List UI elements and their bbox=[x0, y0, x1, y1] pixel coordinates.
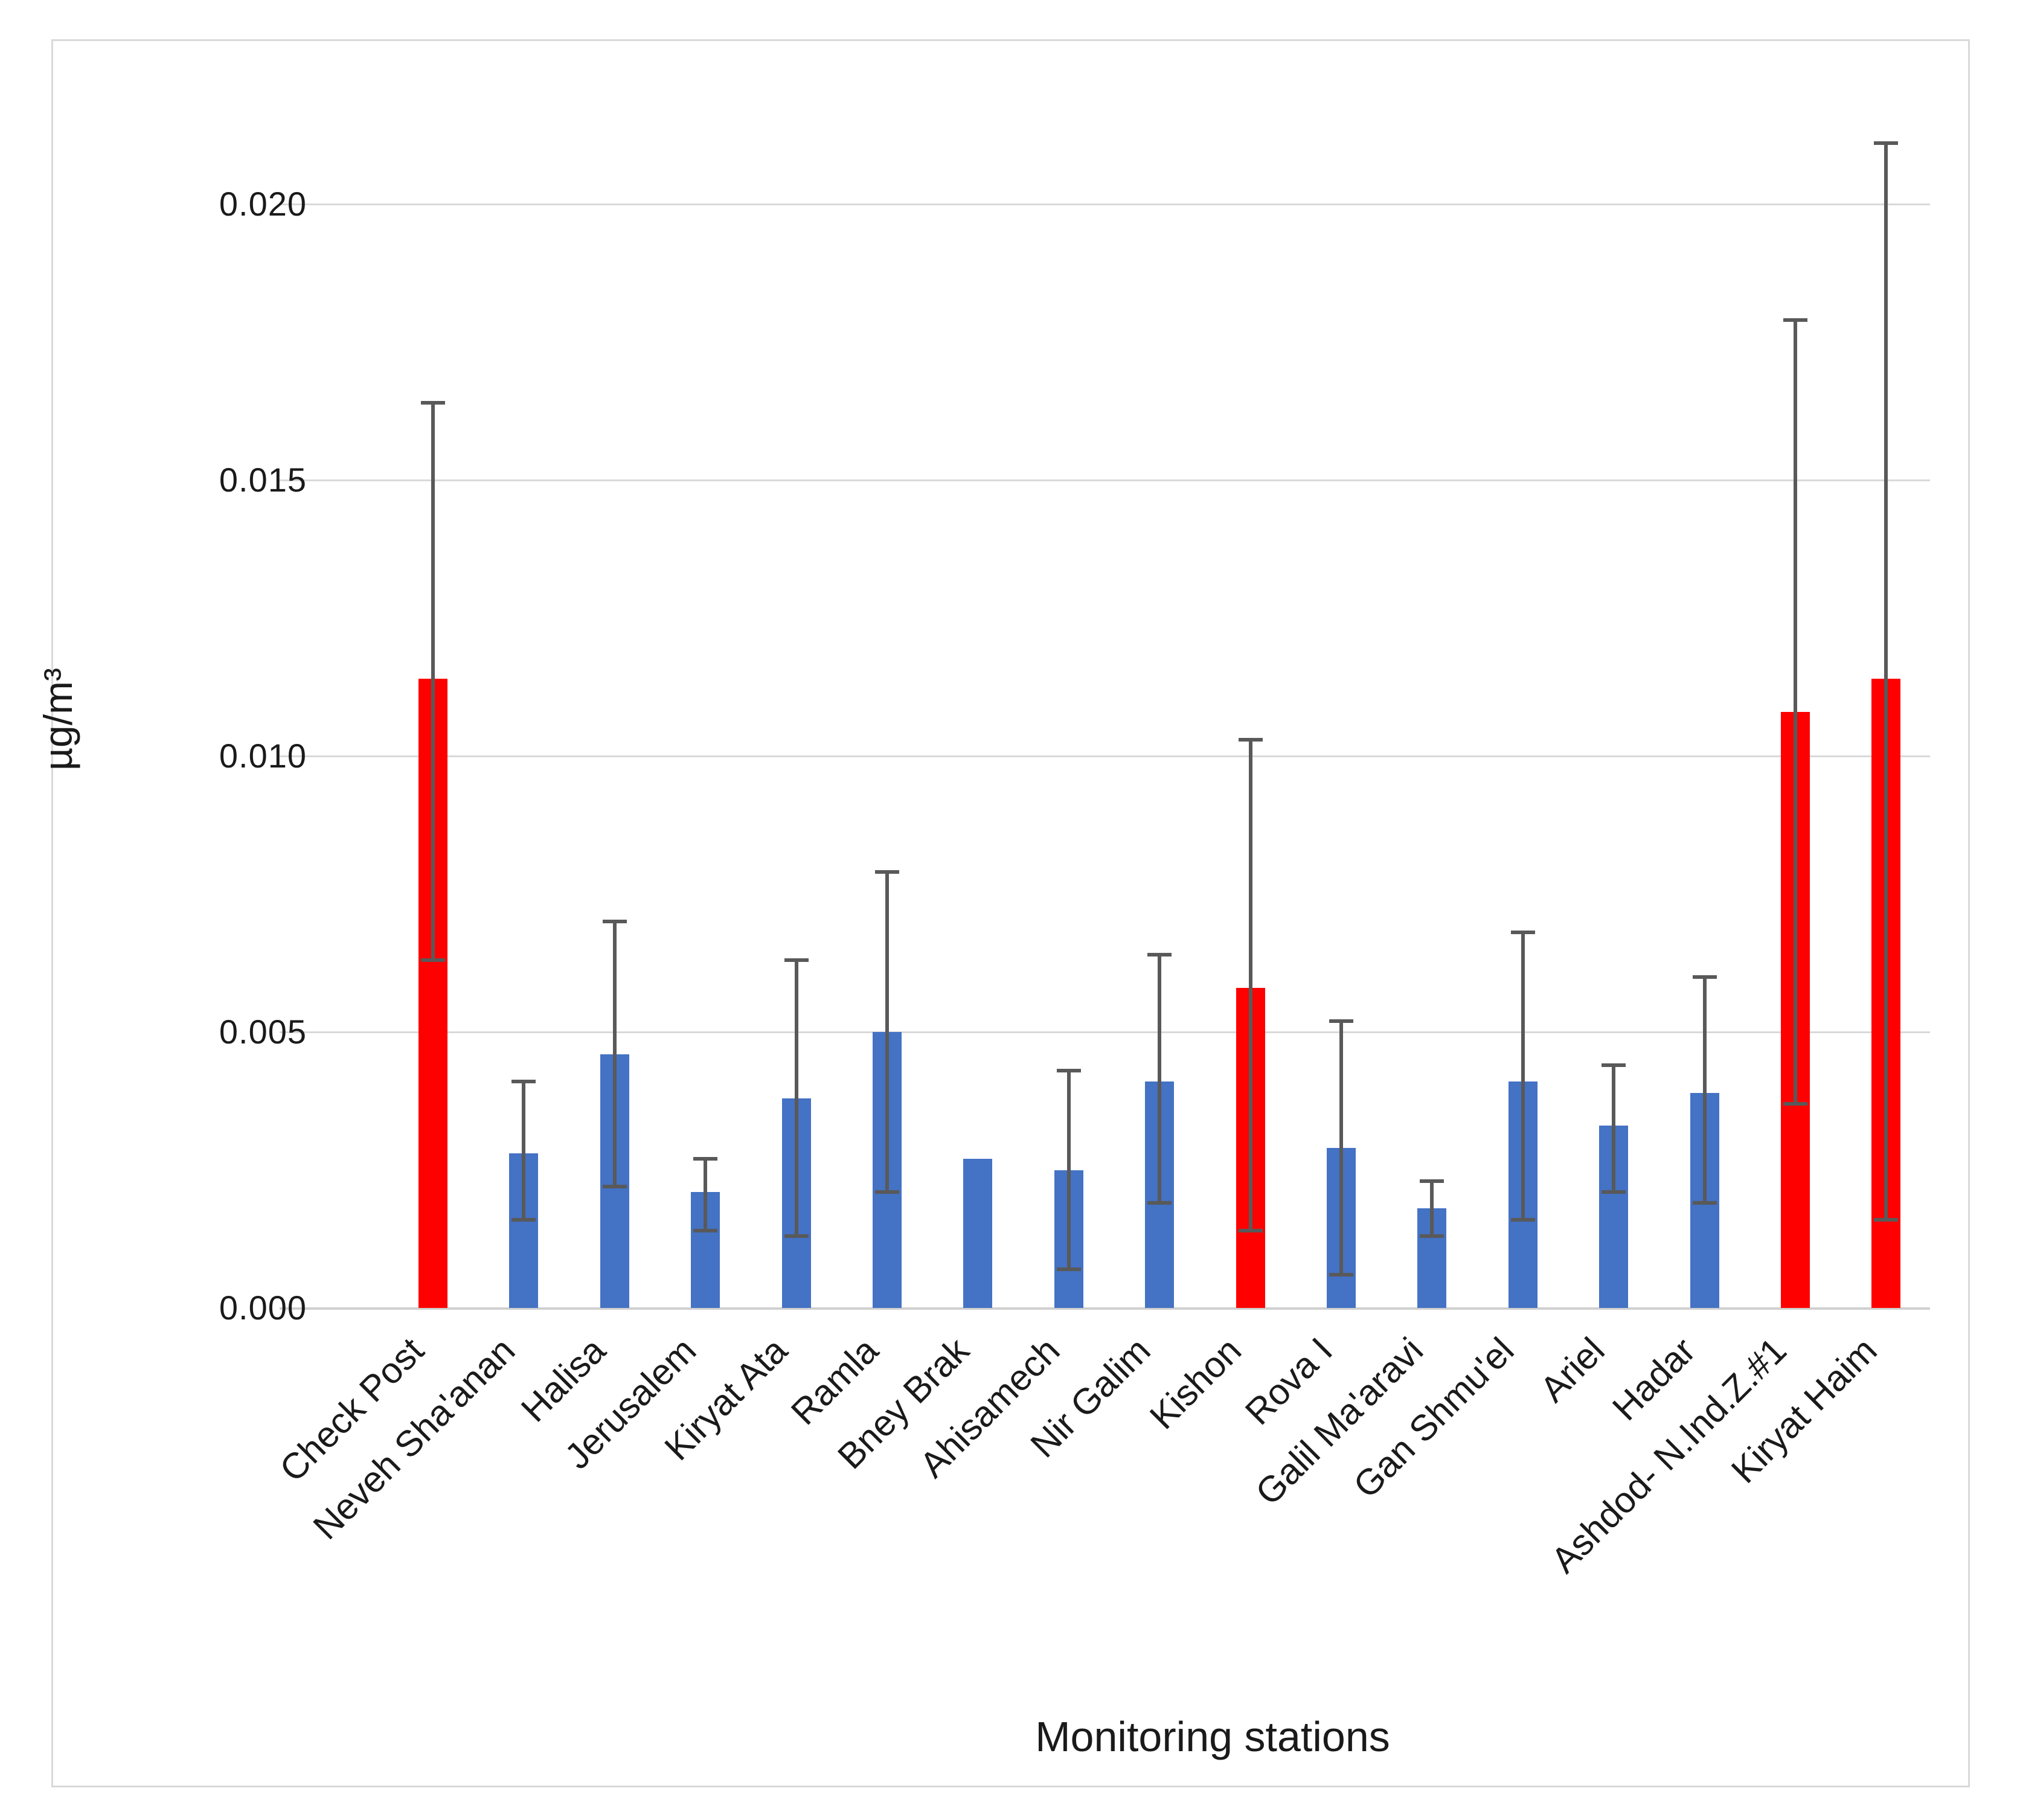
error-bar-halisa bbox=[612, 921, 617, 1187]
error-bar-rova-i bbox=[1339, 1021, 1343, 1275]
error-cap-top-gan-shmu-el bbox=[1510, 931, 1535, 935]
error-bar-neveh-sha-anan bbox=[522, 1081, 526, 1220]
error-cap-bottom-hadar bbox=[1692, 1201, 1717, 1205]
error-cap-top-kiryat-ata bbox=[784, 958, 809, 963]
error-cap-bottom-neveh-sha-anan bbox=[511, 1217, 536, 1222]
error-cap-top-kiryat-haim bbox=[1874, 141, 1899, 146]
error-bar-galil-ma-aravi bbox=[1430, 1181, 1434, 1237]
error-cap-top-kishon bbox=[1238, 737, 1263, 742]
error-bar-ashdod-n-ind-z-1 bbox=[1794, 319, 1797, 1104]
y-tick-label-0.015: 0.015 bbox=[219, 461, 307, 499]
gridline-0.015 bbox=[280, 479, 1930, 481]
x-category-label-kishon: Kishon bbox=[1142, 1330, 1249, 1437]
chart-frame: 0.000 0.005 0.010 0.015 0.020 Check Post Neveh… bbox=[36, 39, 1970, 1787]
x-axis-line bbox=[280, 1307, 1930, 1310]
error-cap-top-ariel bbox=[1602, 1063, 1626, 1067]
error-cap-bottom-rova-i bbox=[1329, 1273, 1353, 1277]
error-cap-top-galil-ma-aravi bbox=[1420, 1179, 1444, 1183]
error-cap-bottom-jerusalem bbox=[693, 1229, 718, 1233]
gridline-0.010 bbox=[280, 755, 1930, 757]
error-bar-hadar bbox=[1702, 976, 1707, 1203]
error-bar-kiryat-haim bbox=[1884, 143, 1888, 1220]
error-cap-bottom-kiryat-ata bbox=[784, 1234, 809, 1238]
error-bar-kishon bbox=[1248, 739, 1252, 1231]
gridline-0.005 bbox=[280, 1031, 1930, 1033]
error-cap-top-nir-galim bbox=[1147, 953, 1172, 957]
x-category-label-gan-shmu-el: Gan Shmu'el bbox=[1345, 1330, 1522, 1506]
error-cap-bottom-ramla bbox=[875, 1190, 899, 1194]
error-cap-top-jerusalem bbox=[693, 1157, 718, 1161]
error-bar-check-post bbox=[431, 403, 435, 961]
error-bar-nir-galim bbox=[1158, 955, 1162, 1203]
error-cap-top-halisa bbox=[602, 920, 627, 924]
error-bar-ramla bbox=[885, 871, 889, 1193]
error-bar-jerusalem bbox=[704, 1159, 708, 1231]
error-cap-top-ahisamech bbox=[1056, 1068, 1081, 1072]
error-cap-bottom-kiryat-haim bbox=[1874, 1217, 1899, 1222]
y-tick-label-0.000: 0.000 bbox=[219, 1289, 307, 1327]
error-cap-bottom-nir-galim bbox=[1147, 1201, 1172, 1205]
gridline-0.020 bbox=[280, 203, 1930, 205]
error-bar-gan-shmu-el bbox=[1521, 932, 1525, 1220]
error-bar-ariel bbox=[1612, 1065, 1616, 1193]
x-axis-title: Monitoring stations bbox=[1035, 1713, 1390, 1760]
error-cap-bottom-gan-shmu-el bbox=[1510, 1217, 1535, 1222]
error-cap-bottom-ariel bbox=[1602, 1190, 1626, 1194]
error-bar-ahisamech bbox=[1066, 1070, 1071, 1269]
x-category-label-ariel: Ariel bbox=[1532, 1330, 1612, 1410]
y-tick-label-0.020: 0.020 bbox=[219, 185, 307, 223]
y-axis-title: µg/m³ bbox=[36, 667, 80, 771]
error-cap-bottom-kishon bbox=[1238, 1229, 1263, 1233]
y-tick-label-0.005: 0.005 bbox=[219, 1013, 307, 1051]
error-cap-top-hadar bbox=[1692, 975, 1717, 979]
error-cap-bottom-ashdod-n-ind-z-1 bbox=[1783, 1101, 1807, 1106]
error-cap-top-ashdod-n-ind-z-1 bbox=[1783, 318, 1807, 322]
error-cap-top-rova-i bbox=[1329, 1019, 1353, 1023]
error-bar-kiryat-ata bbox=[794, 960, 798, 1237]
error-cap-bottom-check-post bbox=[421, 958, 445, 963]
error-cap-top-neveh-sha-anan bbox=[511, 1080, 536, 1084]
error-cap-bottom-galil-ma-aravi bbox=[1420, 1234, 1444, 1238]
error-cap-top-ramla bbox=[875, 870, 899, 874]
error-cap-top-check-post bbox=[421, 401, 445, 405]
y-tick-label-0.010: 0.010 bbox=[219, 737, 307, 775]
error-cap-bottom-ahisamech bbox=[1056, 1267, 1081, 1272]
bar-bney-brak bbox=[963, 1159, 993, 1308]
error-cap-bottom-halisa bbox=[602, 1184, 627, 1188]
